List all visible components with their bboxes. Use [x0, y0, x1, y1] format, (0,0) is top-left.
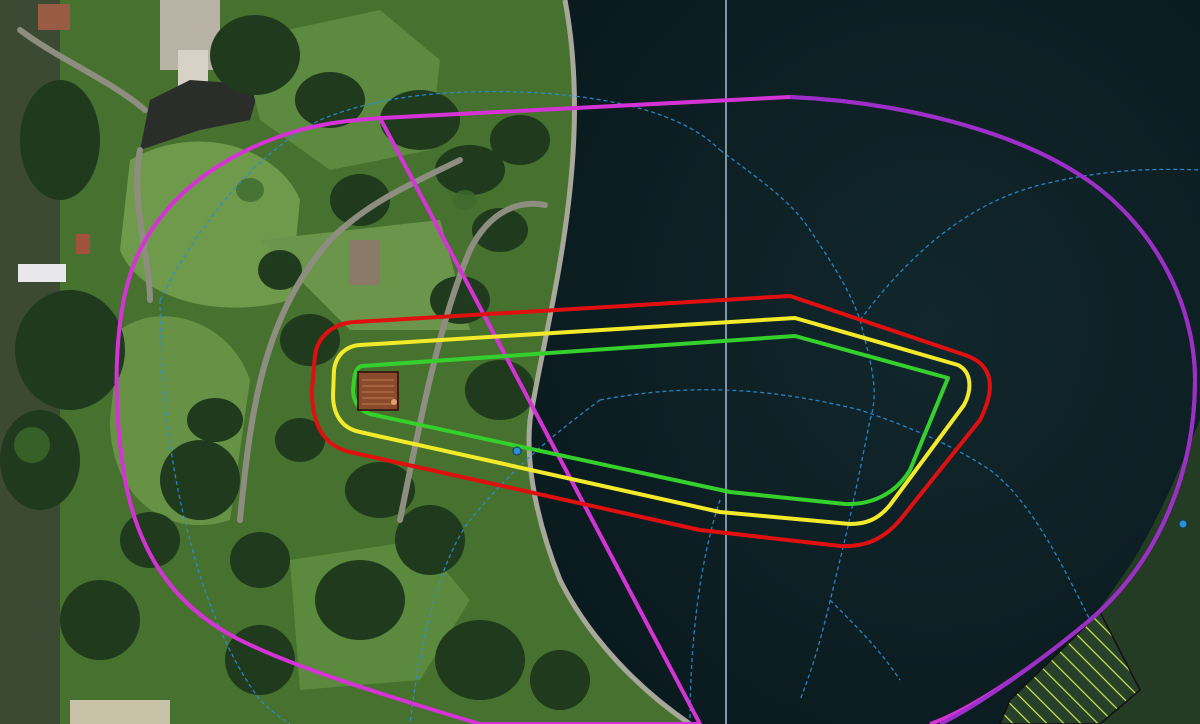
green-zone-contour[interactable]: [351, 334, 950, 507]
car-park: [140, 80, 260, 150]
yellow-zone-contour[interactable]: [331, 316, 972, 526]
monument: [350, 240, 380, 285]
outer-zone-boundary-east: [789, 95, 1198, 724]
red-zone-contour[interactable]: [310, 294, 992, 549]
tree-highlights: [14, 178, 477, 463]
building: [38, 4, 70, 30]
point-marker[interactable]: [1178, 519, 1188, 529]
harbour-water: [529, 0, 1200, 724]
building: [70, 700, 170, 724]
building: [18, 264, 66, 282]
point-marker[interactable]: [512, 446, 522, 456]
building: [76, 234, 90, 254]
blue-dashed-linework: [159, 90, 1200, 724]
source-marker[interactable]: [357, 371, 399, 411]
seawall: [526, 0, 692, 724]
eastern-shore: [1020, 420, 1200, 724]
